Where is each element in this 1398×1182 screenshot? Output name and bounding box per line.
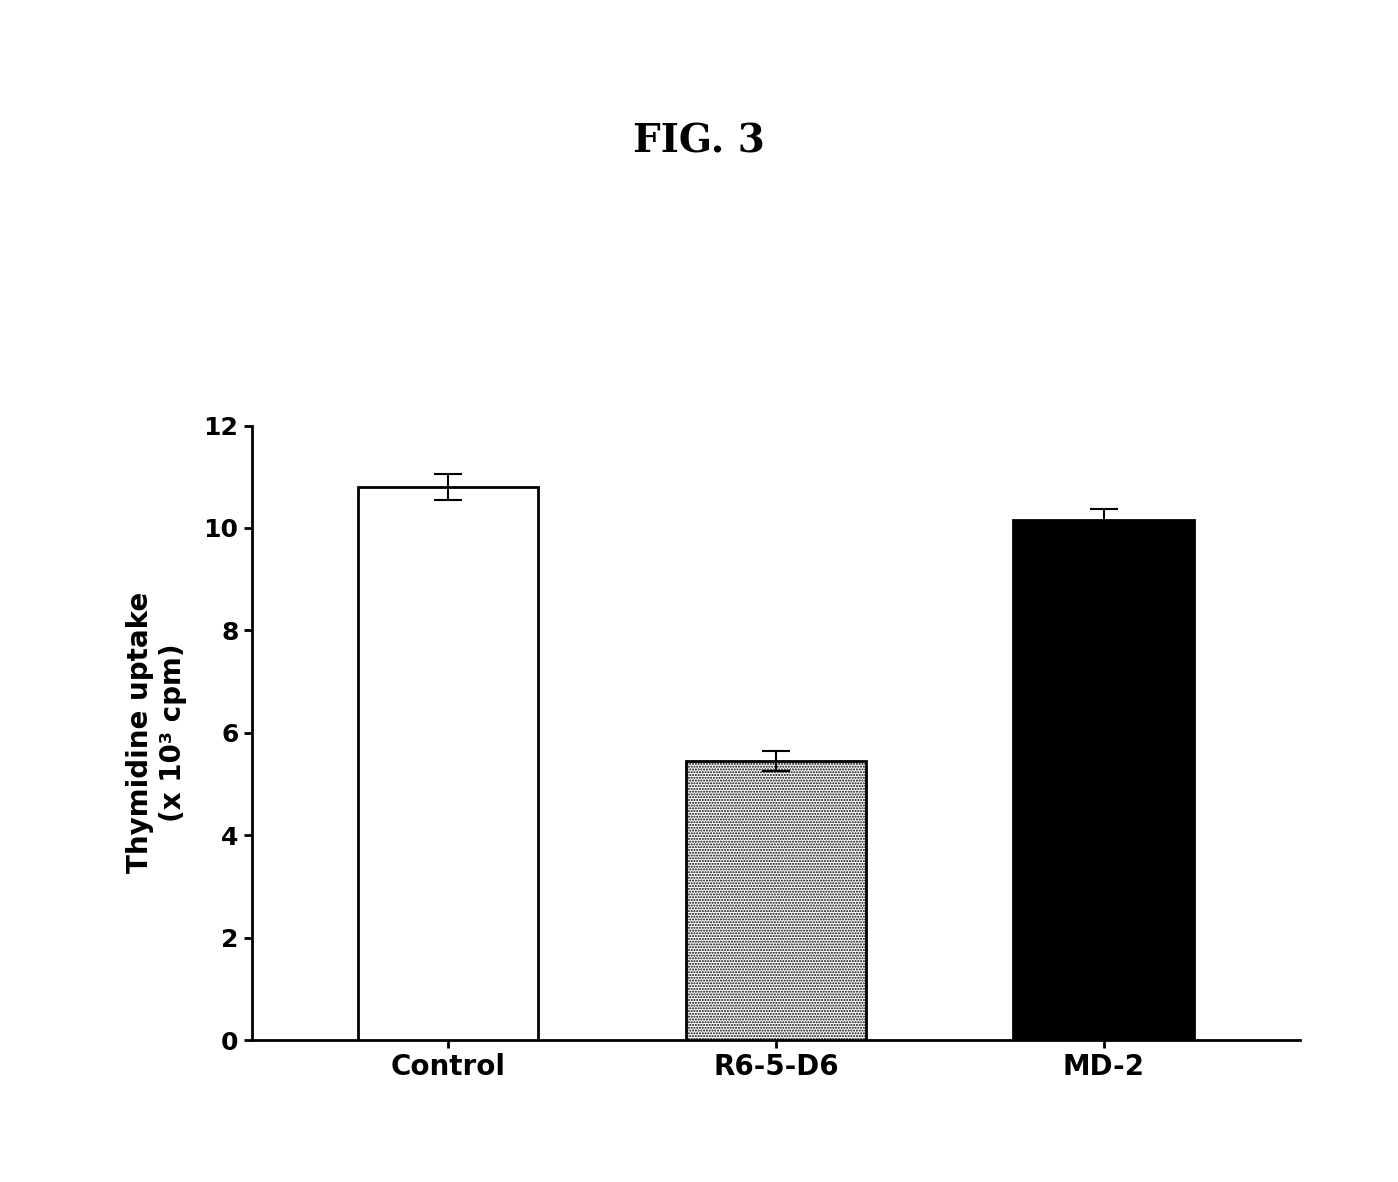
Bar	[686, 761, 865, 1040]
Bar	[358, 487, 538, 1040]
Bar	[1014, 520, 1194, 1040]
Text: FIG. 3: FIG. 3	[633, 123, 765, 161]
Y-axis label: Thymidine uptake
(x 10³ cpm): Thymidine uptake (x 10³ cpm)	[126, 592, 187, 873]
